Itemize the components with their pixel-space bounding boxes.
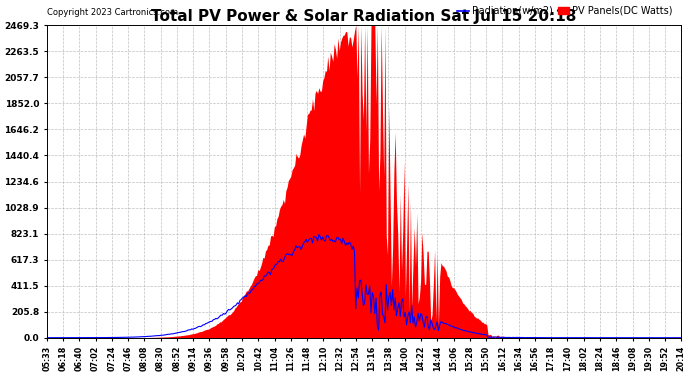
Legend: Radiation(w/m2), PV Panels(DC Watts): Radiation(w/m2), PV Panels(DC Watts) (453, 2, 676, 20)
Text: Copyright 2023 Cartronics.com: Copyright 2023 Cartronics.com (47, 8, 178, 17)
Title: Total PV Power & Solar Radiation Sat Jul 15 20:18: Total PV Power & Solar Radiation Sat Jul… (151, 9, 577, 24)
